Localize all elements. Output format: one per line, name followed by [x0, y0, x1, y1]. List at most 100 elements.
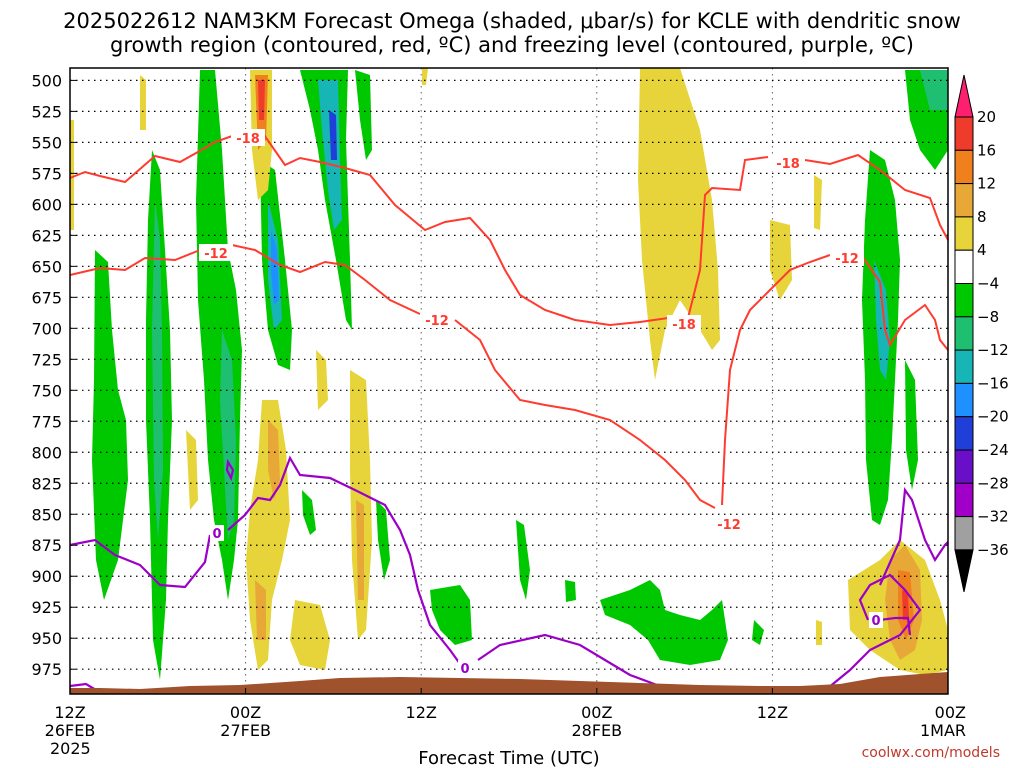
freezing-contour-small	[225, 458, 235, 482]
omega-area	[186, 430, 198, 510]
y-tick-label: 875	[31, 536, 62, 555]
y-tick-label: 550	[31, 133, 62, 152]
y-tick-label: 975	[31, 660, 62, 679]
contour-minus12-mid	[231, 244, 421, 315]
colorbar: 20 16 12 8 4 −4 −8 −12 −16 −20 −24 −28 −32 −36	[954, 74, 1009, 593]
contour-label-bg	[869, 612, 883, 628]
y-tick-label: 650	[31, 257, 62, 276]
chart-title-line2: growth region (contoured, red, ºC) and f…	[110, 33, 914, 57]
omega-area	[422, 68, 428, 85]
contour-minus12-left	[69, 249, 201, 276]
y-axis: 500 525 550 575 600 625 650 675 700 725 750 775 800 8…	[31, 71, 76, 679]
colorbar-bottom-arrow	[954, 549, 974, 593]
omega-shading	[70, 68, 948, 680]
x-tick-label: 00Z	[935, 703, 966, 722]
omega-area	[814, 175, 822, 230]
x-tick-date: 1MAR	[920, 721, 966, 740]
red-contour-label: -12	[717, 518, 741, 533]
contour-label-bg	[199, 244, 233, 261]
omega-area	[271, 230, 279, 305]
y-tick-label: 575	[31, 164, 62, 183]
contour-minus18-left	[69, 134, 236, 184]
colorbar-label: −4	[977, 275, 999, 293]
colorbar-segment	[954, 482, 974, 518]
omega-area	[152, 200, 163, 540]
omega-area	[516, 520, 530, 600]
purple-contour-label: 0	[871, 614, 880, 629]
omega-area	[290, 600, 330, 670]
contour-label-bg	[830, 249, 864, 266]
freezing-contour-lower	[477, 633, 666, 690]
omega-area	[356, 500, 364, 600]
y-tick-label: 600	[31, 195, 62, 214]
omega-area	[258, 80, 265, 120]
colorbar-label: −8	[977, 308, 999, 326]
omega-area	[92, 250, 128, 600]
y-tick-label: 700	[31, 319, 62, 338]
red-contour-label: -12	[835, 252, 859, 267]
y-tick-label: 750	[31, 381, 62, 400]
omega-area	[770, 220, 792, 300]
omega-area	[638, 68, 720, 380]
x-tick-label: 12Z	[54, 703, 85, 722]
colorbar-label: 4	[977, 241, 987, 259]
colorbar-label: 16	[977, 141, 996, 159]
red-contours	[69, 131, 949, 509]
y-tick-label: 625	[31, 226, 62, 245]
omega-area	[70, 120, 74, 230]
y-tick-label: 850	[31, 505, 62, 524]
y-tick-label: 900	[31, 567, 62, 586]
x-tick-label: 00Z	[581, 703, 612, 722]
contour-minus12-lower	[454, 319, 716, 509]
colorbar-label: −12	[977, 341, 1009, 359]
x-tick-year: 2025	[50, 739, 91, 758]
omega-area	[140, 75, 146, 130]
colorbar-segment	[954, 416, 974, 451]
contour-label-bg	[667, 315, 701, 332]
freezing-contour-upper-right	[878, 486, 949, 586]
colorbar-segment	[954, 382, 974, 418]
colorbar-segment	[954, 316, 974, 351]
contour-minus18-far-right	[804, 153, 949, 241]
x-axis-label: Forecast Time (UTC)	[418, 748, 599, 768]
freezing-level-contours	[69, 455, 949, 691]
terrain-ground	[70, 672, 948, 694]
freezing-contour-right	[827, 573, 922, 689]
colorbar-label: 12	[977, 175, 996, 193]
omega-area	[430, 585, 472, 645]
colorbar-segment	[954, 516, 974, 551]
omega-area	[816, 620, 822, 645]
contour-label-bg	[771, 154, 805, 171]
contour-minus18-mid	[261, 131, 669, 327]
freezing-contour-right-inner	[879, 616, 912, 636]
omega-area	[902, 590, 909, 620]
x-tick-date: 28FEB	[571, 721, 622, 740]
omega-area	[220, 330, 236, 540]
contour-label-bg	[420, 311, 454, 328]
colorbar-label: −28	[977, 474, 1009, 492]
credit-text: coolwx.com/models	[862, 745, 1000, 761]
omega-area	[905, 360, 918, 490]
contour-label-bg	[458, 660, 472, 676]
red-contour-label: -18	[776, 157, 800, 172]
colorbar-segment	[954, 183, 974, 218]
omega-area	[376, 500, 390, 580]
omega-area	[268, 420, 280, 500]
contour-label-bg	[210, 525, 224, 541]
omega-area	[316, 350, 328, 410]
x-tick-label: 12Z	[406, 703, 437, 722]
colorbar-segment	[954, 349, 974, 384]
omega-area	[874, 260, 890, 380]
red-contour-label: -12	[204, 247, 228, 262]
colorbar-label: −20	[977, 408, 1009, 426]
y-tick-label: 675	[31, 288, 62, 307]
colorbar-segment	[954, 449, 974, 484]
red-contour-label: -12	[425, 314, 449, 329]
contour-labels: -18 -12 -12 -18 -18 -12 -12 0 0 0	[199, 129, 883, 677]
plot-border	[69, 67, 949, 695]
purple-contour-label: 0	[212, 527, 221, 542]
red-contour-label: -18	[672, 318, 696, 333]
omega-area	[255, 580, 266, 640]
